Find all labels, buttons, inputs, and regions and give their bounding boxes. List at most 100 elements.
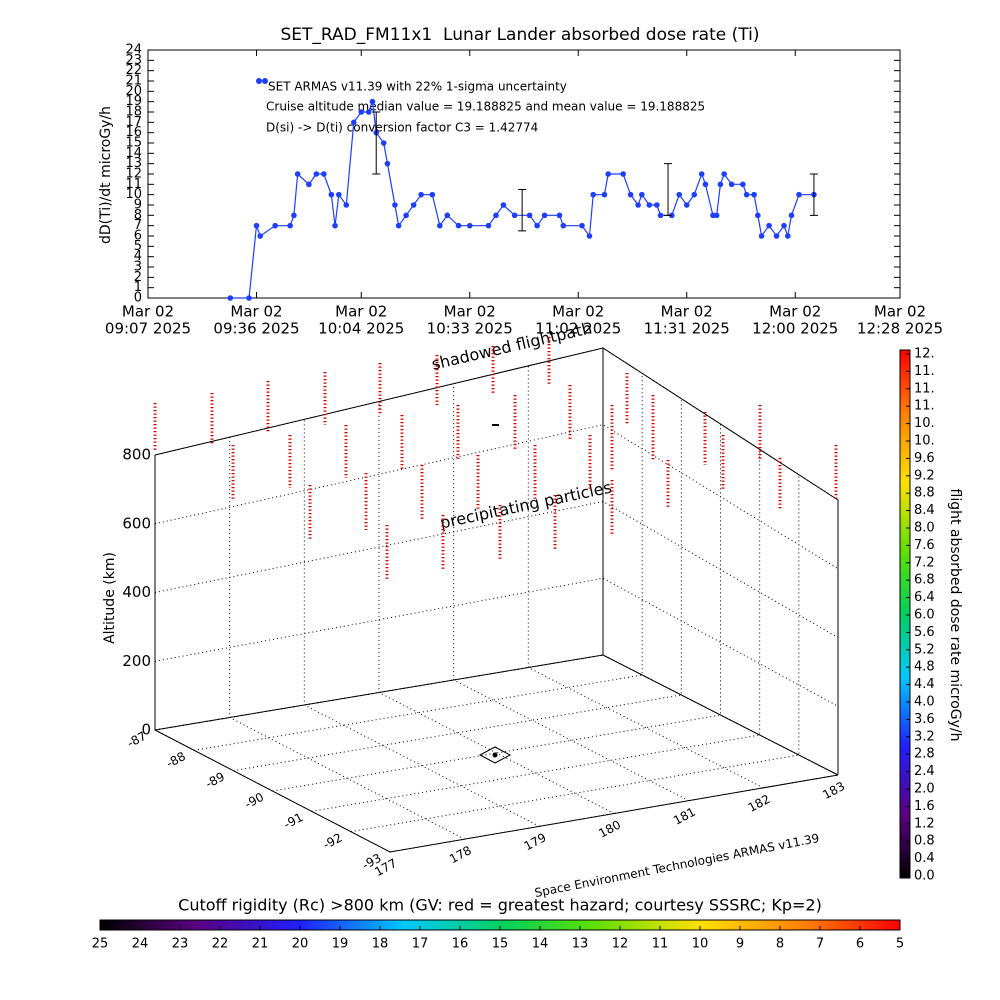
data-point xyxy=(654,202,660,208)
grid-line xyxy=(154,347,839,501)
data-point xyxy=(380,140,387,146)
data-point xyxy=(358,109,365,115)
error-bar xyxy=(664,163,673,216)
data-point xyxy=(740,181,746,188)
x-tick-label: 11:02 2025 xyxy=(535,320,621,338)
data-point xyxy=(639,191,645,198)
grid-line xyxy=(272,424,721,792)
data-point xyxy=(713,212,720,219)
colorbar-tick-label: 15 xyxy=(492,937,509,952)
colorbar-tick-label: 8.8 xyxy=(914,486,935,501)
error-bar xyxy=(809,173,818,216)
data-point xyxy=(257,233,264,239)
data-point xyxy=(437,222,443,229)
data-point xyxy=(728,181,735,188)
data-point xyxy=(657,212,664,219)
colorbar-tick-label: 4.8 xyxy=(914,660,935,675)
data-point xyxy=(773,233,780,239)
colorbar-tick-label: 25 xyxy=(92,937,109,952)
y-tick-label: 5 xyxy=(134,239,142,254)
lander-marker xyxy=(478,746,512,764)
data-point xyxy=(541,212,548,219)
y-axis-label: dD(Ti)/dt microGy/h xyxy=(98,106,114,244)
y-tick-label: 10 xyxy=(125,187,142,202)
data-point xyxy=(485,222,492,229)
data-point xyxy=(455,222,462,229)
y-tick-label: 12 xyxy=(125,167,142,182)
colorbar-tick-label: 5.6 xyxy=(914,625,935,640)
y-tick-label: 0 xyxy=(134,291,142,306)
colorbar-tick-label: 8.4 xyxy=(914,503,935,518)
colorbar-tick-label: 9 xyxy=(736,937,744,952)
data-point xyxy=(321,171,327,177)
data-point xyxy=(758,233,765,239)
data-point xyxy=(418,191,424,198)
colorbar-title: Cutoff rigidity (Rc) >800 km (GV: red = … xyxy=(178,896,822,915)
colorbar-tick-label: 0.0 xyxy=(914,869,935,884)
colorbar-tick-label: 0.8 xyxy=(914,834,935,849)
colorbar-tick-label: 7.6 xyxy=(914,538,935,553)
colorbar-tick-label: 2.8 xyxy=(914,747,935,762)
data-point xyxy=(493,212,499,219)
colorbar-title: flight absorbed dose rate microGy/h xyxy=(947,489,963,742)
grid-line xyxy=(154,500,839,638)
z-tick-label: 400 xyxy=(122,583,151,601)
data-point xyxy=(590,191,597,198)
colorbar-tick-label: 5 xyxy=(896,937,904,952)
data-point xyxy=(287,222,293,229)
x-tick-label: 12:28 2025 xyxy=(857,320,943,338)
data-point xyxy=(365,109,372,115)
y-tick-label: 2 xyxy=(134,270,142,285)
x-tick-label: Mar 02 xyxy=(874,303,926,321)
x-tick-label: Mar 02 xyxy=(444,303,496,321)
colorbar-tick-label: 11. xyxy=(914,399,935,414)
chart-title: SET_RAD_FM11x1 Lunar Lander absorbed dos… xyxy=(281,25,760,45)
data-point xyxy=(332,222,338,229)
colorbar-tick-label: 2.0 xyxy=(914,782,935,797)
colorbar-tick-label: 24 xyxy=(132,937,149,952)
y-tick-label: 22 xyxy=(125,63,142,78)
data-point xyxy=(743,191,750,198)
colorbar-tick-label: 8.0 xyxy=(914,521,935,536)
data-point xyxy=(796,191,802,198)
colorbar-tick-label: 14 xyxy=(532,937,549,952)
data-point xyxy=(556,212,563,219)
data-point xyxy=(410,202,417,208)
z-tick-label: 800 xyxy=(122,446,151,464)
data-point xyxy=(784,233,791,239)
data-point xyxy=(392,202,398,208)
legend-marker xyxy=(256,78,262,84)
colorbar-tick-label: 11. xyxy=(914,381,935,396)
y-tick-label: 8 xyxy=(134,208,142,223)
colorbar-tick-label: 19 xyxy=(332,937,349,952)
colorbar-tick-label: 12. xyxy=(914,347,935,362)
data-point xyxy=(781,222,787,229)
colorbar-tick-label: 10. xyxy=(914,416,935,431)
data-point xyxy=(702,181,709,188)
x-tick-label: Mar 02 xyxy=(661,303,713,321)
data-point xyxy=(691,191,698,198)
annotation: D(si) -> D(ti) conversion factor C3 = 1.… xyxy=(266,121,538,135)
data-point xyxy=(350,119,357,126)
grid-line xyxy=(154,455,391,853)
y-tick-label: 21 xyxy=(125,74,142,89)
colorbar-tick-label: 9.6 xyxy=(914,451,935,466)
annotation: SET ARMAS v11.39 with 22% 1-sigma uncert… xyxy=(268,80,567,94)
data-point xyxy=(676,191,683,198)
colorbar-tick-label: 9.2 xyxy=(914,468,935,483)
y-tick-label: 6 xyxy=(134,229,142,244)
data-point xyxy=(721,171,727,177)
colorbar-tick-label: 6.0 xyxy=(914,608,935,623)
grid-line xyxy=(311,449,761,812)
y-tick-label: 1 xyxy=(134,280,142,295)
data-point xyxy=(444,212,451,219)
colorbar-tick-label: 7 xyxy=(816,937,824,952)
data-point xyxy=(272,222,279,229)
y-tick-label: 14 xyxy=(125,146,142,161)
data-point xyxy=(620,171,626,177)
y-tick-label: 18 xyxy=(125,105,142,120)
grid-line xyxy=(154,424,839,570)
data-point xyxy=(306,181,312,188)
data-point xyxy=(384,160,391,167)
y-tick-label: 4 xyxy=(134,249,142,264)
